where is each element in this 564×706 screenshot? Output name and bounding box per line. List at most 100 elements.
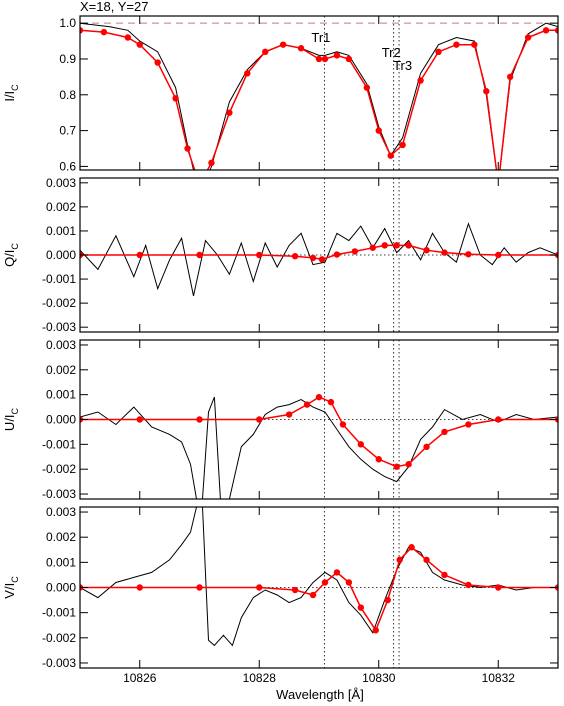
- fit-point: [279, 41, 287, 48]
- fit-point: [196, 416, 203, 423]
- y-tick-label: 1.0: [59, 16, 76, 30]
- header-coordinates: X=18, Y=27: [80, 0, 148, 14]
- fit-point: [441, 571, 448, 579]
- fit-point: [196, 584, 203, 591]
- observed-profile-line: [80, 396, 558, 499]
- y-tick-label: 0.002: [46, 200, 76, 214]
- fit-point: [124, 34, 131, 41]
- fit-profile-line: [80, 396, 558, 468]
- y-tick-label: -0.001: [42, 437, 76, 451]
- fit-point: [453, 41, 460, 48]
- y-tick-label: 0.6: [59, 159, 76, 173]
- fit-point: [333, 52, 341, 59]
- y-tick-label: 0.002: [46, 530, 76, 544]
- fit-point: [554, 27, 558, 34]
- fit-point: [372, 627, 379, 634]
- y-tick-label: -0.001: [42, 272, 76, 286]
- fit-point: [136, 416, 143, 423]
- y-axis-label-subscript: C: [10, 407, 20, 414]
- fit-point: [408, 544, 415, 551]
- y-axis-label: U/IC: [2, 407, 20, 431]
- fit-point: [351, 248, 359, 255]
- fit-point: [80, 27, 84, 34]
- y-axis-label: V/IC: [2, 576, 20, 599]
- panels-group: 0.60.70.80.91.0I/ICTr1Tr2Tr3-0.003-0.002…: [2, 15, 559, 685]
- y-tick-label: 0.003: [46, 176, 76, 190]
- y-tick-label: 0.002: [46, 363, 76, 377]
- fit-point: [339, 421, 347, 428]
- y-axis-label: I/IC: [2, 84, 20, 102]
- y-tick-label: 0.001: [46, 224, 76, 238]
- y-axis-label-main: V/I: [2, 583, 17, 599]
- fit-profile-points: [80, 544, 558, 634]
- fit-point: [399, 141, 406, 149]
- y-axis-label-subscript: C: [10, 576, 20, 583]
- fit-point: [309, 254, 317, 262]
- fit-point: [285, 411, 293, 418]
- fit-point: [172, 95, 179, 102]
- fit-point: [136, 41, 143, 48]
- fit-point: [262, 48, 269, 56]
- y-tick-label: -0.003: [42, 487, 76, 501]
- fit-point: [256, 416, 263, 423]
- fit-point: [396, 556, 403, 564]
- fit-point: [405, 242, 412, 249]
- fit-point: [393, 463, 400, 470]
- y-tick-label: -0.003: [42, 320, 76, 334]
- x-tick-label: 10830: [362, 671, 396, 685]
- fit-point: [196, 181, 202, 187]
- fit-point: [495, 584, 502, 591]
- fit-point: [524, 34, 532, 41]
- fit-point: [381, 242, 388, 249]
- y-tick-label: 0.001: [46, 555, 76, 569]
- fit-point: [100, 28, 108, 36]
- fit-point: [471, 41, 478, 48]
- fit-point: [542, 27, 550, 34]
- y-axis-label-subscript: C: [10, 243, 20, 250]
- fit-point: [315, 55, 323, 63]
- y-tick-label: 0.000: [46, 248, 76, 262]
- fit-point: [196, 251, 203, 259]
- fit-profile-line: [80, 244, 558, 261]
- fit-point: [369, 244, 376, 251]
- fit-point: [495, 416, 502, 423]
- fit-point: [417, 77, 424, 84]
- fit-point: [495, 251, 502, 259]
- fit-point: [405, 461, 412, 468]
- fit-point: [333, 251, 341, 258]
- panel-V: -0.003 -0.002 -0.001 0.000 0.001 0.002 0.003 V/…: [2, 505, 559, 670]
- fit-point: [321, 55, 329, 63]
- fit-point: [465, 421, 472, 428]
- y-tick-label: 0.000: [46, 581, 76, 595]
- y-tick-label: -0.003: [42, 656, 76, 670]
- panel-frame: [79, 15, 559, 171]
- fit-profile-line: [80, 546, 558, 632]
- fit-profile-points: [80, 27, 558, 187]
- fit-point: [345, 55, 353, 63]
- fit-point: [507, 73, 514, 81]
- fit-point: [136, 584, 143, 591]
- fit-point: [315, 393, 323, 401]
- fit-point: [375, 456, 382, 463]
- y-tick-label: 0.003: [46, 505, 76, 519]
- fit-point: [184, 145, 191, 152]
- fit-profile-points: [80, 393, 558, 470]
- fit-point: [435, 48, 442, 56]
- x-tick-label: 10828: [243, 671, 277, 685]
- x-axis-label: Wavelength [Å]: [276, 687, 364, 702]
- y-tick-label: 0.001: [46, 388, 76, 402]
- fit-point: [318, 256, 326, 263]
- fit-profile-line: [80, 29, 558, 170]
- fit-point: [303, 401, 311, 408]
- fit-point: [441, 428, 448, 436]
- fit-point: [291, 253, 299, 260]
- fit-point: [256, 251, 263, 259]
- fit-point: [321, 579, 329, 586]
- fit-point: [393, 242, 400, 249]
- y-tick-label: 0.7: [59, 124, 76, 138]
- marker-label-tr2: Tr2: [382, 45, 401, 60]
- fit-point: [363, 84, 370, 91]
- y-axis-label: Q/IC: [2, 243, 20, 267]
